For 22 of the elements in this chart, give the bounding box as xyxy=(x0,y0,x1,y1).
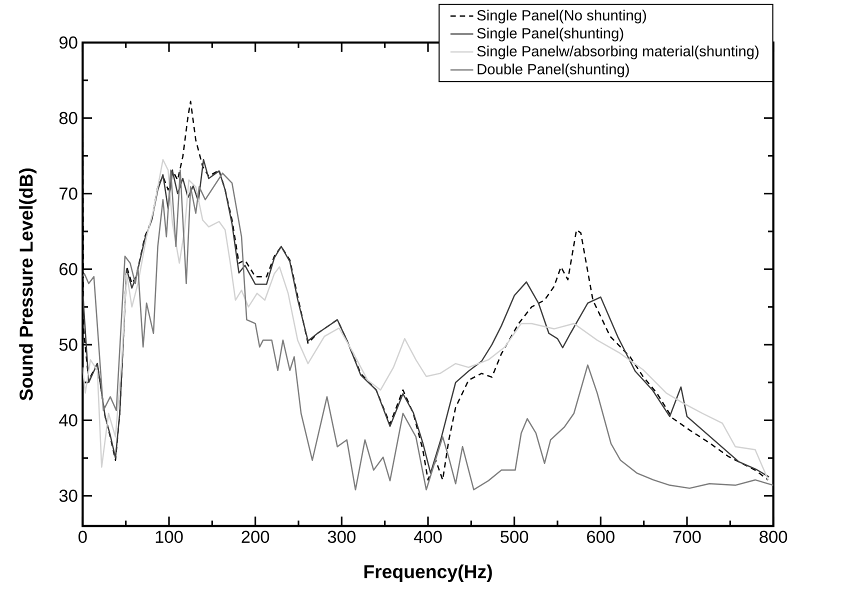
y-tick-label: 60 xyxy=(60,263,78,276)
y-axis-title: Sound Pressure Level(dB) xyxy=(19,168,37,400)
y-tick-label: 90 xyxy=(59,36,78,49)
y-tick-label: 80 xyxy=(59,112,78,124)
y-tick-label: 50 xyxy=(59,338,78,351)
y-tick-label: 30 xyxy=(59,490,78,502)
x-tick-label: 200 xyxy=(242,530,270,543)
legend-label: Single Panelw/absorbing material(shunting) xyxy=(477,46,758,60)
x-tick-label: 600 xyxy=(587,530,614,543)
x-tick-label: 300 xyxy=(328,530,356,543)
x-axis-title: Frequency(Hz) xyxy=(364,564,492,582)
x-tick-label: 800 xyxy=(760,530,788,543)
y-tick-label: 40 xyxy=(59,414,78,426)
legend-label: Double Panel(shunting) xyxy=(478,64,629,78)
legend-label: Single Panel(shunting) xyxy=(477,28,624,42)
x-tick-label: 700 xyxy=(673,530,701,543)
legend-label: Single Panel(No shunting) xyxy=(477,10,646,24)
x-tick-label: 500 xyxy=(500,530,528,543)
x-tick-label: 0 xyxy=(78,530,87,543)
x-tick-label: 100 xyxy=(156,530,183,543)
y-tick-label: 70 xyxy=(60,187,78,200)
x-tick-label: 400 xyxy=(414,530,442,543)
